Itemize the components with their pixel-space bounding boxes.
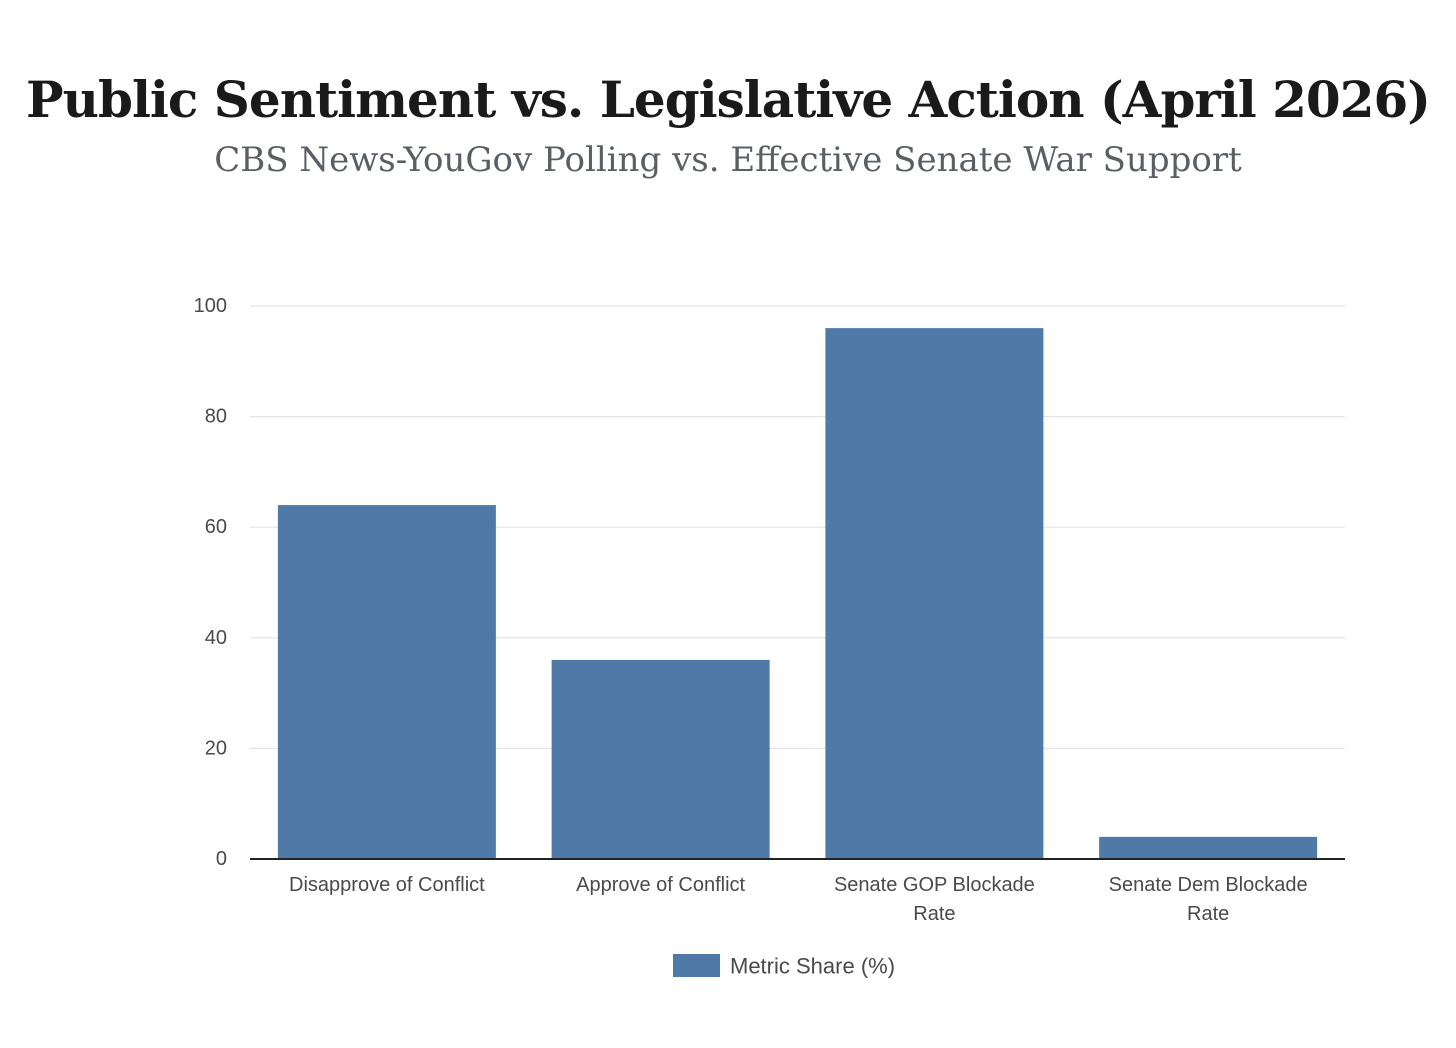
bar — [825, 328, 1044, 859]
y-tick-label: 60 — [205, 516, 227, 538]
x-tick-label: Senate Dem Blockade — [1109, 874, 1308, 896]
y-tick-label: 20 — [205, 737, 227, 759]
y-tick-label: 0 — [216, 848, 227, 870]
bar — [1099, 836, 1318, 859]
y-tick-label: 80 — [205, 406, 227, 428]
y-tick-label: 40 — [205, 627, 227, 649]
bar — [551, 659, 770, 859]
x-tick-label: Approve of Conflict — [576, 874, 745, 896]
chart-title: Public Sentiment vs. Legislative Action … — [26, 70, 1431, 129]
x-tick-label: Disapprove of Conflict — [289, 874, 485, 896]
chart-subtitle: CBS News-YouGov Polling vs. Effective Se… — [214, 140, 1242, 180]
bar — [277, 505, 496, 859]
legend-label: Metric Share (%) — [730, 954, 895, 979]
y-tick-label: 100 — [194, 295, 227, 317]
x-tick-label: Rate — [1187, 903, 1229, 925]
legend-swatch — [673, 954, 720, 977]
x-tick-label: Rate — [913, 903, 955, 925]
x-tick-label: Senate GOP Blockade — [834, 874, 1035, 896]
